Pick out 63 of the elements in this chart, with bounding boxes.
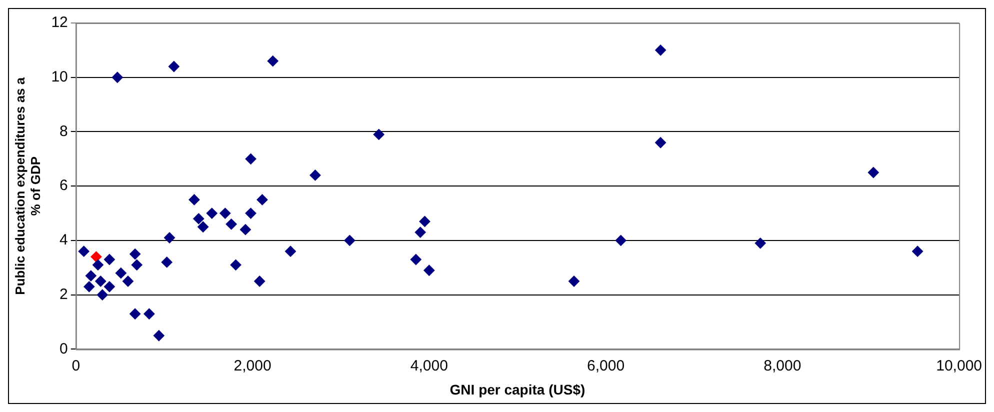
point <box>153 330 164 342</box>
point <box>230 259 242 270</box>
point <box>256 194 268 206</box>
point <box>78 246 90 257</box>
point <box>168 60 180 72</box>
y-tick-label: 2 <box>60 286 68 303</box>
point <box>144 308 155 320</box>
point <box>410 254 422 265</box>
point <box>754 238 766 249</box>
point <box>115 268 126 279</box>
x-axis-title: GNI per capita (US$) <box>450 381 586 398</box>
point <box>188 194 200 206</box>
point <box>220 208 231 219</box>
point <box>130 308 141 320</box>
point <box>85 270 96 282</box>
point <box>198 221 209 232</box>
point <box>424 264 435 276</box>
point <box>344 234 356 246</box>
x-tick-label: 8,000 <box>764 357 802 374</box>
point <box>130 248 141 260</box>
point <box>164 232 175 244</box>
point <box>92 259 104 270</box>
x-tick-label: 6,000 <box>587 357 625 374</box>
point <box>568 276 580 287</box>
point <box>284 246 296 257</box>
point <box>104 281 115 292</box>
point <box>193 213 204 224</box>
point <box>112 72 123 83</box>
x-tick-label: 4,000 <box>410 357 448 374</box>
point <box>373 128 384 140</box>
point <box>267 56 278 67</box>
point <box>254 276 266 287</box>
x-tick-label: 2,000 <box>234 357 272 374</box>
y-tick-label: 10 <box>51 68 68 86</box>
y-tick-label: 6 <box>60 177 68 194</box>
y-tick-label: 8 <box>60 122 68 140</box>
point <box>240 224 251 236</box>
y-tick-label: 12 <box>51 14 68 32</box>
y-tick-label: 0 <box>60 340 68 358</box>
y-tick-label: 4 <box>60 232 68 249</box>
point <box>245 208 256 219</box>
x-tick-label: 10,000 <box>936 357 982 374</box>
point <box>104 254 115 265</box>
point <box>419 216 430 227</box>
point <box>655 137 666 148</box>
point <box>414 226 426 238</box>
point <box>95 276 106 287</box>
point <box>868 167 879 178</box>
x-tick-label: 0 <box>72 357 80 374</box>
point <box>84 281 95 292</box>
y-axis-title: Public education expenditures as a % of GDP <box>12 76 43 295</box>
point <box>226 218 237 230</box>
point <box>310 170 321 181</box>
point <box>122 276 134 287</box>
point <box>912 246 924 257</box>
point <box>615 234 626 246</box>
point <box>206 208 218 219</box>
point <box>90 251 102 262</box>
point <box>655 44 666 56</box>
point <box>131 259 142 270</box>
point <box>96 289 108 300</box>
point <box>161 256 172 268</box>
point <box>245 153 256 164</box>
